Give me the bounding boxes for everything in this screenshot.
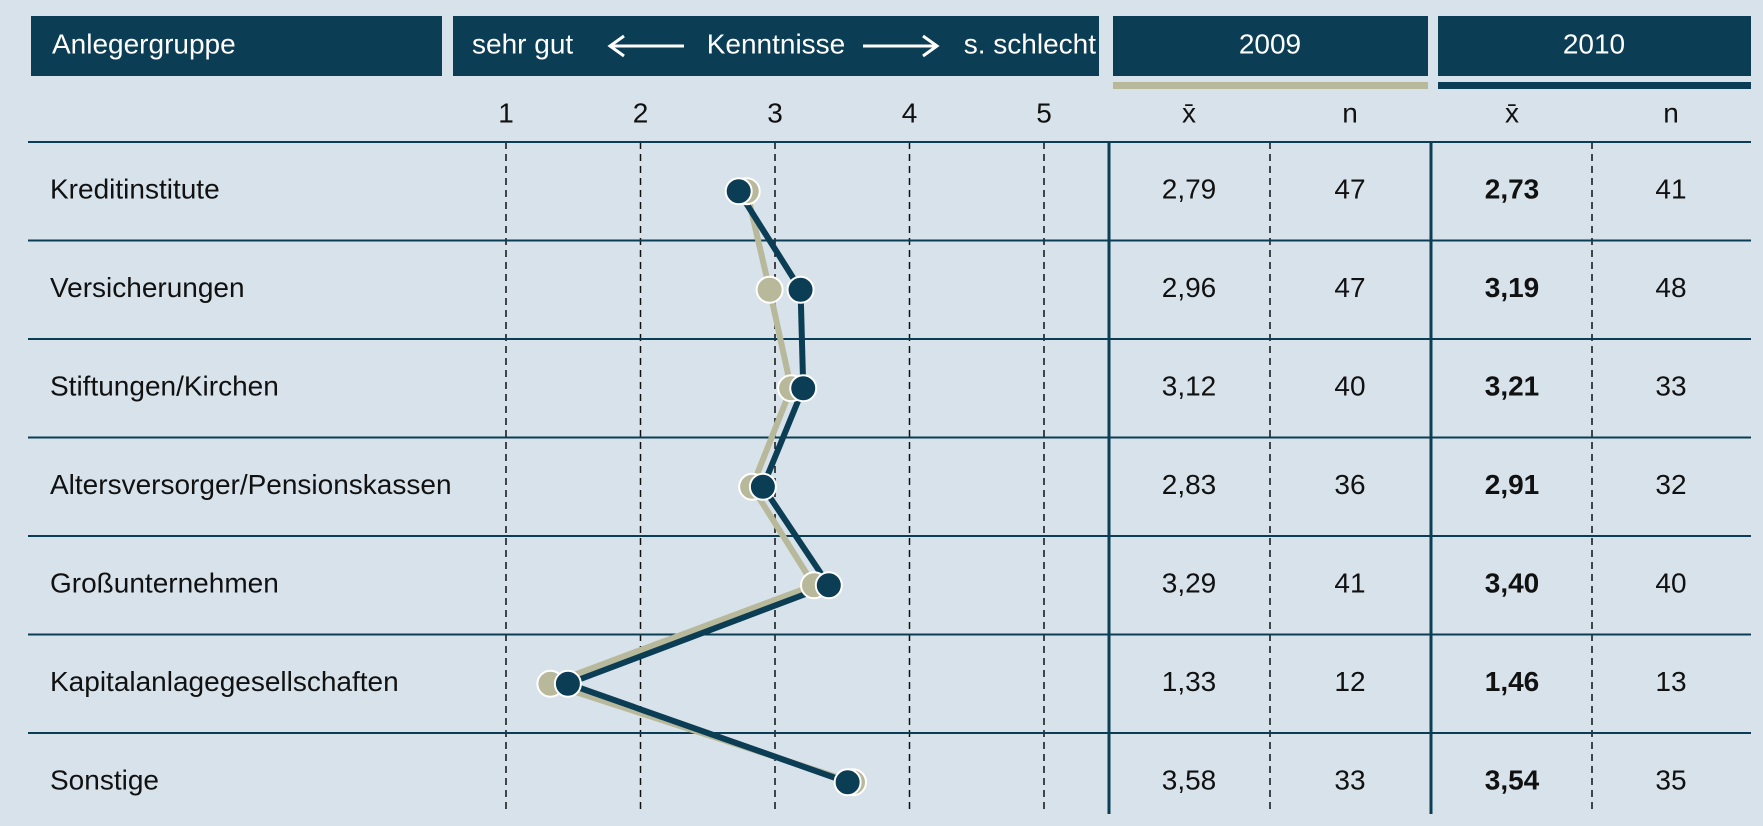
category-label: Stiftungen/Kirchen xyxy=(50,371,279,402)
category-header: Anlegergruppe xyxy=(52,28,236,59)
header-box xyxy=(453,16,1099,76)
n-label: 48 xyxy=(1655,272,1686,303)
data-point xyxy=(724,177,753,206)
x-tick-label: 1 xyxy=(498,97,514,128)
category-label: Sonstige xyxy=(50,765,159,796)
n-label: 12 xyxy=(1334,666,1365,697)
series-underline xyxy=(1438,82,1751,89)
column-header: x̄ xyxy=(1182,97,1196,128)
n-label: 47 xyxy=(1334,272,1365,303)
scale-right: s. schlecht xyxy=(964,28,1096,59)
scale-center: Kenntnisse xyxy=(707,28,846,59)
scale-left: sehr gut xyxy=(472,28,573,59)
series-header: 2010 xyxy=(1563,28,1625,59)
value-label: 3,54 xyxy=(1485,765,1540,796)
value-label: 2,83 xyxy=(1162,469,1217,500)
x-tick-label: 2 xyxy=(633,97,649,128)
header-box xyxy=(31,16,442,76)
data-point xyxy=(786,275,815,304)
header-box xyxy=(1438,16,1751,76)
n-label: 33 xyxy=(1655,371,1686,402)
category-label: Großunternehmen xyxy=(50,568,279,599)
value-label: 3,19 xyxy=(1485,272,1540,303)
value-label: 3,12 xyxy=(1162,371,1217,402)
data-point xyxy=(814,571,843,600)
n-label: 13 xyxy=(1655,666,1686,697)
value-label: 3,29 xyxy=(1162,568,1217,599)
series-header: 2009 xyxy=(1239,28,1301,59)
n-label: 36 xyxy=(1334,469,1365,500)
column-header: n xyxy=(1663,97,1679,128)
n-label: 33 xyxy=(1334,765,1365,796)
data-point xyxy=(553,669,582,698)
n-label: 41 xyxy=(1655,174,1686,205)
n-label: 35 xyxy=(1655,765,1686,796)
data-point xyxy=(789,374,818,403)
arrow-right xyxy=(863,34,940,58)
category-label: Altersversorger/Pensionskassen xyxy=(50,469,452,500)
column-header: n xyxy=(1342,97,1358,128)
data-point xyxy=(755,275,784,304)
value-label: 3,40 xyxy=(1485,568,1540,599)
n-label: 47 xyxy=(1334,174,1365,205)
x-tick-label: 4 xyxy=(902,97,918,128)
header-box xyxy=(1113,16,1428,76)
category-label: Kapitalanlagegesellschaften xyxy=(50,666,399,697)
arrows xyxy=(607,34,940,58)
n-label: 40 xyxy=(1334,371,1365,402)
value-label: 2,96 xyxy=(1162,272,1217,303)
value-label: 1,33 xyxy=(1162,666,1217,697)
value-label: 3,58 xyxy=(1162,765,1217,796)
value-label: 2,79 xyxy=(1162,174,1217,205)
data-point xyxy=(748,472,777,501)
column-header: x̄ xyxy=(1505,97,1519,128)
x-tick-label: 3 xyxy=(767,97,783,128)
category-label: Versicherungen xyxy=(50,272,245,303)
arrow-left xyxy=(607,34,684,58)
n-label: 32 xyxy=(1655,469,1686,500)
value-label: 1,46 xyxy=(1485,666,1540,697)
n-label: 40 xyxy=(1655,568,1686,599)
x-tick-label: 5 xyxy=(1036,97,1052,128)
value-label: 2,73 xyxy=(1485,174,1540,205)
category-label: Kreditinstitute xyxy=(50,174,220,205)
series-underline xyxy=(1113,82,1428,89)
n-label: 41 xyxy=(1334,568,1365,599)
data-point xyxy=(833,768,862,797)
value-label: 2,91 xyxy=(1485,469,1540,500)
value-label: 3,21 xyxy=(1485,371,1540,402)
